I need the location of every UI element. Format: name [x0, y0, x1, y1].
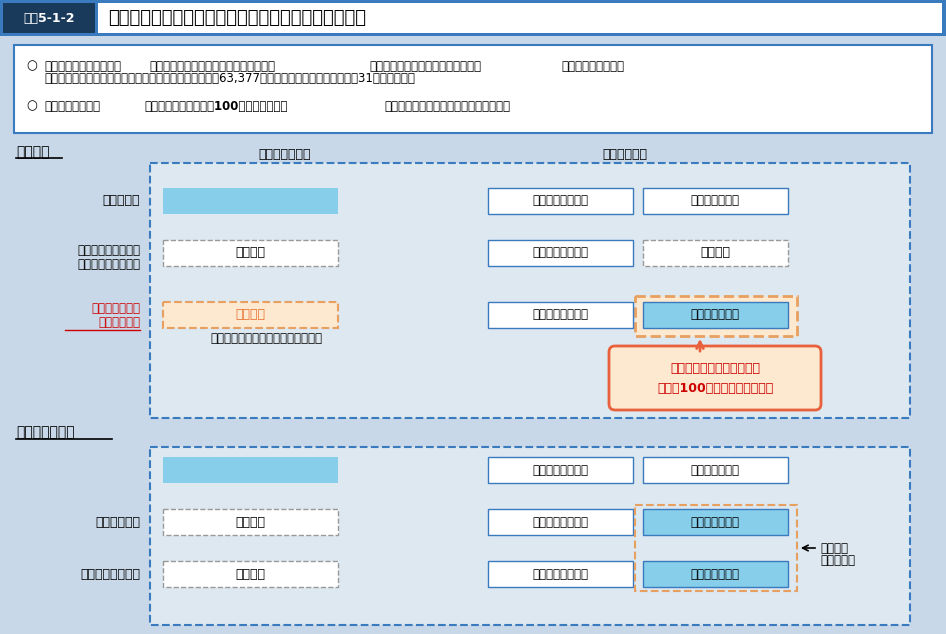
Text: （なし）: （なし） [235, 567, 265, 581]
Text: 国庫負担分１／２: 国庫負担分１／２ [532, 463, 588, 477]
FancyBboxPatch shape [609, 346, 821, 410]
Text: 【産休免除】: 【産休免除】 [95, 515, 140, 529]
Text: 参考：厚生年金: 参考：厚生年金 [16, 425, 75, 439]
Bar [150, 163, 910, 418]
Text: 全体で負担: 全体で負担 [820, 555, 855, 567]
Bar [150, 447, 910, 625]
Text: 国庫負担分１／２: 国庫負担分１／２ [532, 247, 588, 259]
Bar [14, 45, 932, 133]
Bar [635, 505, 797, 591]
Bar [0, 0, 946, 36]
Bar [488, 561, 633, 587]
Text: （免除）: （免除） [235, 247, 265, 259]
Text: 国庫負担分１／２: 国庫負担分１／２ [532, 195, 588, 207]
Text: 保険料分１／２: 保険料分１／２ [691, 567, 740, 581]
Bar [163, 240, 338, 266]
Bar [643, 457, 788, 483]
Text: ○: ○ [26, 60, 37, 72]
Bar [643, 561, 788, 587]
Text: （なし）: （なし） [700, 247, 730, 259]
Text: 国庫負担分１／２: 国庫負担分１／２ [532, 515, 588, 529]
Bar [163, 457, 338, 483]
Text: （月額100円程度の追加負担）: （月額100円程度の追加負担） [657, 382, 773, 394]
Bar [163, 188, 338, 214]
Text: 、国民年金の被保険者全体で対応する。: 、国民年金の被保険者全体で対応する。 [384, 100, 510, 112]
Bar [643, 302, 788, 328]
Text: （免除）: （免除） [235, 515, 265, 529]
Bar [488, 509, 633, 535]
Text: 保険料分１／２: 保険料分１／２ [691, 309, 740, 321]
Text: 【年金給付】: 【年金給付】 [603, 148, 647, 162]
Text: （全額免除の場合）: （全額免除の場合） [77, 257, 140, 271]
Bar [643, 509, 788, 535]
Bar [98, 3, 942, 33]
Text: 保険料分１／２: 保険料分１／２ [691, 515, 740, 529]
Text: ○: ○ [26, 100, 37, 112]
Bar [488, 188, 633, 214]
Text: 免除期間は満額の基礎年金を保障する。（免除件数：63,377件（令和２年３月末））【平成31年４月施行】: 免除期間は満額の基礎年金を保障する。（免除件数：63,377件（令和２年３月末）… [44, 72, 415, 86]
Text: （免除）: （免除） [235, 309, 265, 321]
Text: 産前産後期間の: 産前産後期間の [91, 302, 140, 314]
Text: 【３号被保険者】: 【３号被保険者】 [80, 567, 140, 581]
Bar [488, 240, 633, 266]
Text: 【保険料負担】: 【保険料負担】 [259, 148, 311, 162]
Text: 国民年金第１号被保険者の産前産後期間の保険料免除: 国民年金第１号被保険者の産前産後期間の保険料免除 [108, 9, 366, 27]
Bar [163, 302, 338, 328]
Text: 保険料分１／２: 保険料分１／２ [691, 195, 740, 207]
Text: 保険料免除者: 保険料免除者 [98, 316, 140, 328]
Text: 国庫負担分１／２: 国庫負担分１／２ [532, 567, 588, 581]
Text: 全額納付者: 全額納付者 [102, 195, 140, 207]
Text: 次世代育成支援のため、: 次世代育成支援のため、 [44, 60, 121, 72]
Text: 図表5-1-2: 図表5-1-2 [24, 11, 75, 25]
Bar [488, 302, 633, 328]
Bar [488, 457, 633, 483]
Text: 保険料分１／２: 保険料分１／２ [691, 463, 740, 477]
Bar [643, 188, 788, 214]
Bar [3, 3, 95, 33]
Bar [643, 240, 788, 266]
Text: 厚生年金: 厚生年金 [820, 541, 848, 555]
Text: 国民年金: 国民年金 [16, 145, 49, 159]
Text: の保険料を免除し、: の保険料を免除し、 [561, 60, 624, 72]
Bar [635, 296, 797, 336]
Text: 【現行の免除制度】: 【現行の免除制度】 [77, 245, 140, 257]
Text: この財源として、: この財源として、 [44, 100, 100, 112]
Bar [163, 509, 338, 535]
Text: 第１号被保険者全体で負担: 第１号被保険者全体で負担 [670, 363, 760, 375]
Text: （世帯所得にかかわらず免除対象）: （世帯所得にかかわらず免除対象） [210, 332, 322, 344]
Text: 国民年金第１号被保険者の産前産後期間: 国民年金第１号被保険者の産前産後期間 [149, 60, 275, 72]
Text: （出産予定日の前月から４か月間）: （出産予定日の前月から４か月間） [369, 60, 481, 72]
Text: 国民年金保険料を月額100円程度引き上げ: 国民年金保険料を月額100円程度引き上げ [144, 100, 288, 112]
Bar [163, 561, 338, 587]
Text: 国庫負担分１／２: 国庫負担分１／２ [532, 309, 588, 321]
